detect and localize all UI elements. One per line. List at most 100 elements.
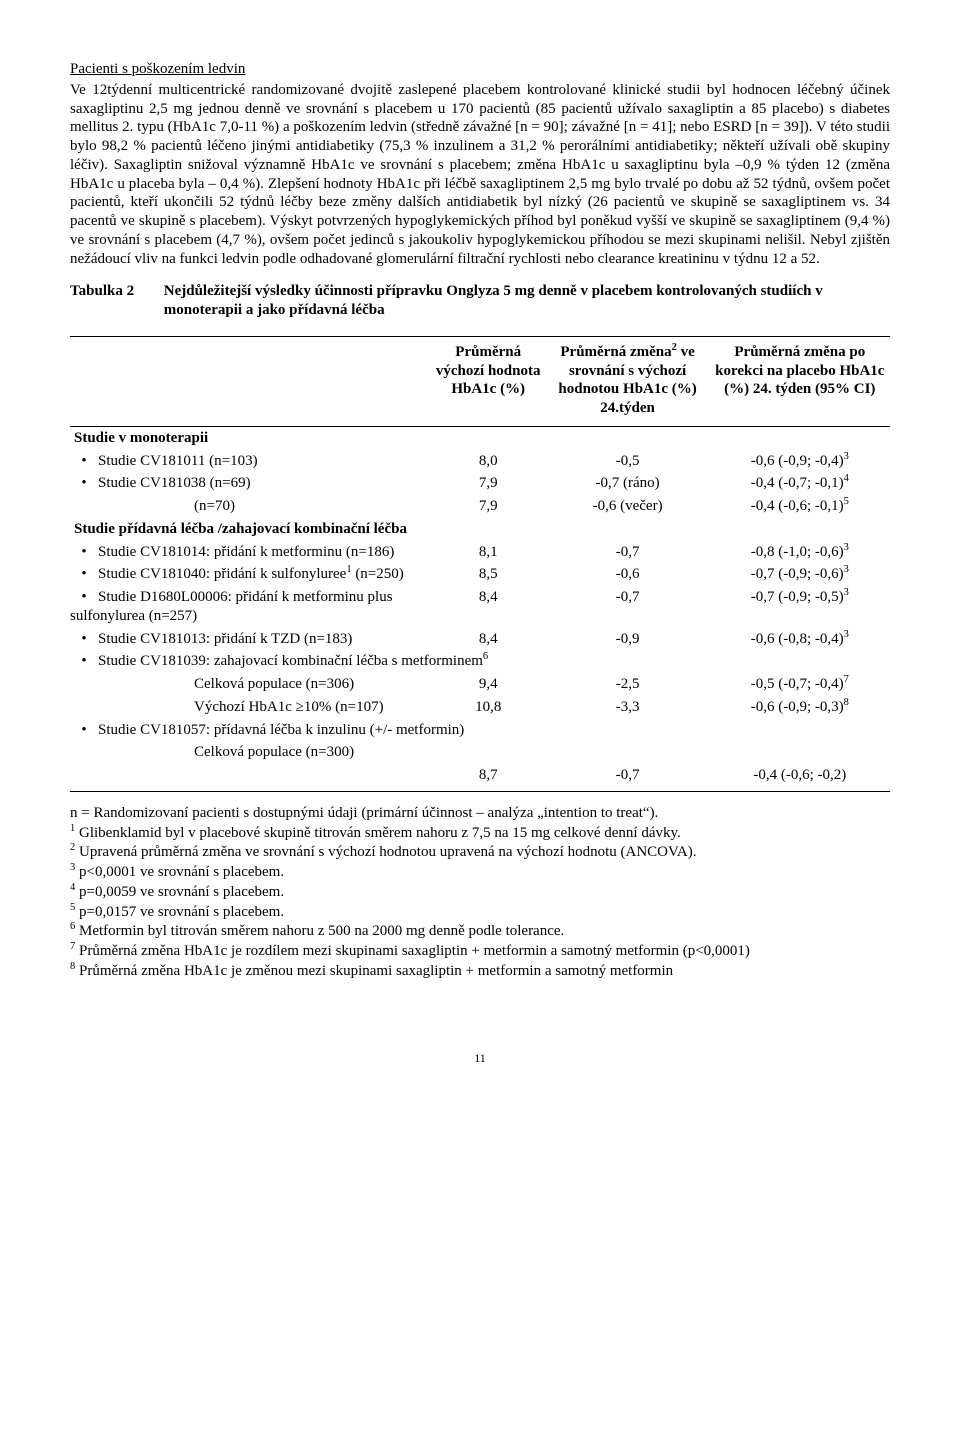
row-label: Celková populace (n=306) (70, 673, 431, 696)
row-label-text: Výchozí HbA1c ≥10% (n=107) (74, 698, 384, 717)
row-label: •Studie CV181013: přidání k TZD (n=183) (70, 628, 431, 651)
cell-placebo-sup: 3 (844, 542, 849, 553)
row-label: •Studie D1680L00006: přidání k metformin… (70, 586, 431, 628)
cell-placebo-sup: 3 (844, 587, 849, 598)
cell-placebo-val: -0,5 (-0,7; -0,4) (751, 676, 844, 692)
row-label-text: Studie CV181013: přidání k TZD (n=183) (98, 631, 352, 647)
page-number: 11 (70, 1051, 890, 1066)
row-label-text: Celková populace (n=306) (74, 675, 354, 694)
cell-baseline: 8,7 (431, 764, 546, 791)
cell-placebo (710, 741, 890, 764)
cell-change: -0,7 (ráno) (546, 472, 710, 495)
cell-placebo-sup: 3 (844, 451, 849, 462)
footnote: 2 Upravená průměrná změna ve srovnání s … (70, 843, 890, 862)
cell-placebo-val: -0,4 (-0,6; -0,1) (751, 498, 844, 514)
bullet-icon: • (70, 588, 98, 607)
row-label-text: Studie CV181014: přidání k metforminu (n… (98, 544, 394, 560)
cell-baseline (431, 741, 546, 764)
row-label-text: Studie D1680L00006: přidání k metforminu… (70, 589, 393, 624)
cell-baseline: 7,9 (431, 472, 546, 495)
table-caption-text: Nejdůležitejší výsledky účinnosti přípra… (164, 282, 864, 320)
cell-change: -0,7 (546, 541, 710, 564)
row-label: (n=70) (70, 495, 431, 518)
cell-change: -2,5 (546, 673, 710, 696)
footnote: 1 Glibenklamid byl v placebové skupině t… (70, 824, 890, 843)
cell-placebo-sup: 8 (844, 697, 849, 708)
cell-baseline: 7,9 (431, 495, 546, 518)
cell-change: -3,3 (546, 696, 710, 719)
row-label: •Studie CV181038 (n=69) (70, 472, 431, 495)
cell-baseline: 8,5 (431, 563, 546, 586)
cell-placebo-val: -0,7 (-0,9; -0,6) (751, 566, 844, 582)
group-addon: Studie přídavná léčba /zahajovací kombin… (70, 518, 890, 541)
row-label-text-a: Studie CV181040: přidání k sulfonyluree (98, 566, 346, 582)
footnote: 6 Metformin byl titrován směrem nahoru z… (70, 922, 890, 941)
bullet-icon: • (70, 543, 98, 562)
cell-change: -0,6 (večer) (546, 495, 710, 518)
cell-placebo: -0,7 (-0,9; -0,5)3 (710, 586, 890, 628)
footnote: 8 Průměrná změna HbA1c je změnou mezi sk… (70, 962, 890, 981)
footnote-text: p<0,0001 ve srovnání s placebem. (75, 864, 284, 880)
cell-change: -0,7 (546, 586, 710, 628)
footnote-text: Upravená průměrná změna ve srovnání s vý… (75, 844, 696, 860)
col-header-placebo: Průměrná změna po korekci na placebo HbA… (710, 336, 890, 426)
bullet-icon: • (70, 630, 98, 649)
cell-placebo: -0,4 (-0,6; -0,2) (710, 764, 890, 791)
cell-change: -0,5 (546, 450, 710, 473)
table-caption: Tabulka 2 Nejdůležitejší výsledky účinno… (70, 282, 890, 320)
bullet-icon: • (70, 474, 98, 493)
footnote: 7 Průměrná změna HbA1c je rozdílem mezi … (70, 942, 890, 961)
row-label-text: Studie CV181011 (n=103) (98, 453, 258, 469)
cell-placebo-sup: 3 (844, 564, 849, 575)
cell-placebo: -0,8 (-1,0; -0,6)3 (710, 541, 890, 564)
cell-placebo: -0,6 (-0,9; -0,3)8 (710, 696, 890, 719)
cell-change: -0,9 (546, 628, 710, 651)
footnote: 3 p<0,0001 ve srovnání s placebem. (70, 863, 890, 882)
cell-placebo-val: -0,6 (-0,9; -0,4) (751, 453, 844, 469)
row-label-text-a: Studie CV181039: zahajovací kombinační l… (98, 653, 483, 669)
section-heading: Pacienti s poškozením ledvin (70, 60, 890, 79)
bullet-icon: • (70, 652, 98, 671)
row-label: •Studie CV181014: přidání k metforminu (… (70, 541, 431, 564)
footnote: 4 p=0,0059 ve srovnání s placebem. (70, 883, 890, 902)
row-label: •Studie CV181040: přidání k sulfonyluree… (70, 563, 431, 586)
cell-placebo-val: -0,6 (-0,9; -0,3) (751, 699, 844, 715)
row-label: •Studie CV181011 (n=103) (70, 450, 431, 473)
row-label: Výchozí HbA1c ≥10% (n=107) (70, 696, 431, 719)
bullet-icon: • (70, 721, 98, 740)
efficacy-table: Průměrná výchozí hodnota HbA1c (%) Průmě… (70, 336, 890, 792)
row-label: •Studie CV181057: přídavná léčba k inzul… (70, 719, 890, 742)
footnotes: n = Randomizovaní pacienti s dostupnými … (70, 804, 890, 981)
group-monotherapy: Studie v monoterapii (70, 426, 890, 449)
cell-placebo: -0,7 (-0,9; -0,6)3 (710, 563, 890, 586)
cell-placebo: -0,6 (-0,9; -0,4)3 (710, 450, 890, 473)
row-label-text: Studie CV181057: přídavná léčba k inzuli… (98, 722, 464, 738)
cell-baseline: 8,4 (431, 628, 546, 651)
cell-placebo: -0,4 (-0,6; -0,1)5 (710, 495, 890, 518)
cell-baseline: 9,4 (431, 673, 546, 696)
cell-placebo: -0,6 (-0,8; -0,4)3 (710, 628, 890, 651)
col-header-baseline: Průměrná výchozí hodnota HbA1c (%) (431, 336, 546, 426)
cell-baseline: 10,8 (431, 696, 546, 719)
footnote-text: p=0,0059 ve srovnání s placebem. (75, 884, 284, 900)
body-paragraph: Ve 12týdenní multicentrické randomizovan… (70, 81, 890, 269)
cell-placebo-sup: 7 (844, 674, 849, 685)
cell-placebo: -0,4 (-0,7; -0,1)4 (710, 472, 890, 495)
cell-change (546, 741, 710, 764)
col-header-change-a: Průměrná změna (560, 344, 671, 360)
cell-placebo-val: -0,6 (-0,8; -0,4) (751, 631, 844, 647)
footnote-text: Glibenklamid byl v placebové skupině tit… (75, 825, 681, 841)
row-label-text-b: (n=250) (352, 566, 404, 582)
cell-change: -0,6 (546, 563, 710, 586)
table-caption-lead: Tabulka 2 (70, 282, 160, 301)
cell-placebo-sup: 3 (844, 629, 849, 640)
cell-placebo-val: -0,4 (-0,7; -0,1) (751, 475, 844, 491)
bullet-icon: • (70, 452, 98, 471)
cell-baseline: 8,0 (431, 450, 546, 473)
cell-placebo-sup: 5 (844, 496, 849, 507)
row-label-text: Studie CV181038 (n=69) (98, 475, 251, 491)
cell-placebo-sup: 4 (844, 473, 849, 484)
bullet-icon: • (70, 565, 98, 584)
footnote: n = Randomizovaní pacienti s dostupnými … (70, 804, 890, 823)
row-label: Celková populace (n=300) (70, 741, 431, 764)
